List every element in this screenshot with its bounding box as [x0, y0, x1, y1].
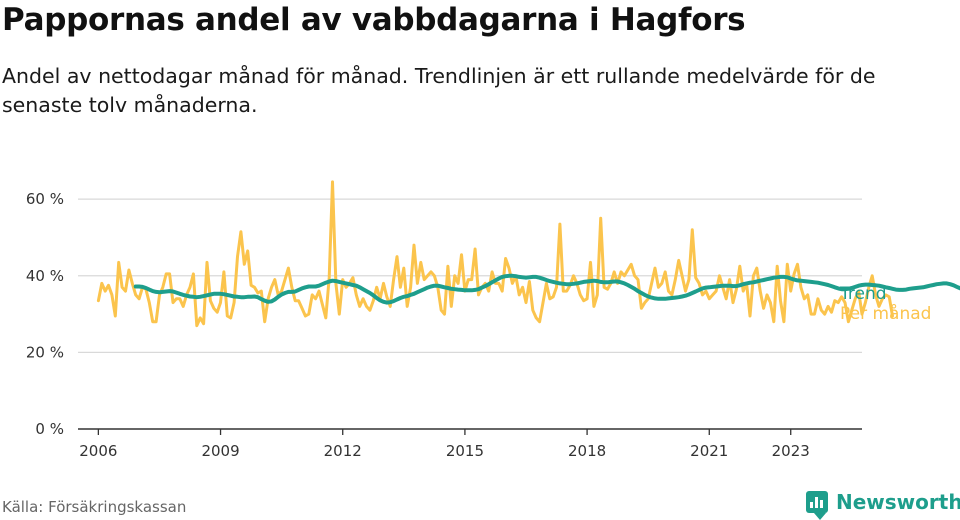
y-tick-label: 60 % [26, 190, 64, 208]
y-tick-label: 40 % [26, 267, 64, 285]
brand-logo: Newsworthy [806, 490, 960, 520]
page-title: Pappornas andel av vabbdagarna i Hagfors [2, 2, 746, 38]
gridlines [78, 198, 862, 353]
source-note: Källa: Försäkringskassan [2, 498, 187, 516]
series-line-trend [133, 273, 960, 305]
legend-label-trend: Trend [839, 284, 887, 304]
chart-subtitle: Andel av nettodagar månad för månad. Tre… [2, 64, 876, 117]
x-tick-label: 2018 [568, 442, 606, 460]
newsworthy-logo-icon [806, 491, 828, 520]
x-tick-label: 2015 [446, 442, 484, 460]
brand-name: Newsworthy [836, 490, 960, 514]
x-tick-label: 2023 [772, 442, 810, 460]
legend-label-per-manad: Per månad [840, 303, 931, 324]
x-tick-label: 2021 [690, 442, 728, 460]
y-axis-labels: 0 % 20 % 40 % 60 % [26, 190, 64, 438]
x-tick-label: 2012 [324, 442, 362, 460]
y-tick-label: 20 % [26, 343, 64, 361]
x-tick-label: 2009 [201, 442, 239, 460]
y-tick-label: 0 % [35, 420, 64, 438]
series-line-per-manad [96, 180, 894, 328]
x-tick-label: 2006 [79, 442, 117, 460]
x-axis: 2006 2009 2012 2015 2018 2021 2023 [78, 428, 862, 460]
